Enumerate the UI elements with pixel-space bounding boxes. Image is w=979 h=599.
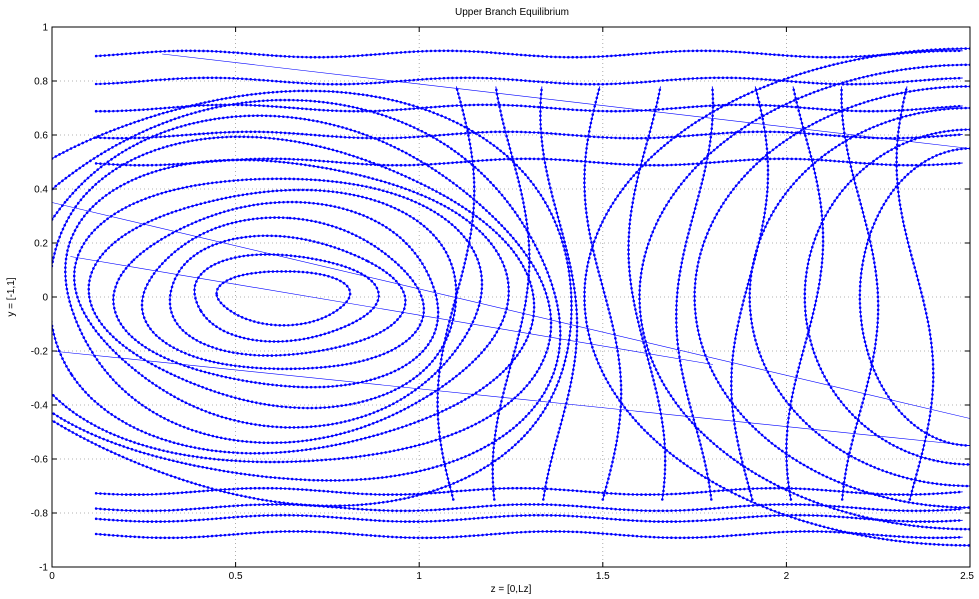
y-tick-label: -0.6 [31,455,49,466]
horizontal-streamline-markers [94,513,964,523]
horizontal-streamline-markers [94,49,964,59]
vortex-streamline-markers [52,89,573,508]
y-tick-label: 0 [42,293,48,304]
vertical-streamline-markers [729,85,770,501]
vortex-streamline-markers [63,158,511,445]
y-axis-label: y = [-1,1] [6,277,17,316]
y-tick-label: 0.4 [34,185,48,196]
vertical-streamline-markers [491,85,531,501]
vertical-streamline-markers [627,85,667,501]
diagonal-streamline [52,202,970,419]
vortex-streamline-markers [215,270,352,327]
y-tick-label: -0.2 [31,347,49,358]
y-tick-label: -1 [39,563,48,574]
x-tick-label: 1.5 [596,571,610,582]
vertical-streamline-markers [539,85,579,501]
horizontal-streamline-markers [94,530,964,540]
right-arc-streamline-markers [638,63,970,531]
horizontal-streamline-markers [94,130,964,140]
vertical-streamline-markers [895,85,935,501]
vortex-streamline [52,115,552,463]
diagonal-streamline [162,53,970,149]
horizontal-streamline-markers [94,503,964,513]
vertical-streamline-markers [436,85,476,501]
axis-ticks: 0 0.5 1 1.5 2 2.5 -1 -0.8 -0.6 -0.4 -0.2 0 0.2 0.4 0.6… [31,23,975,583]
chart-title: Upper Branch Equilibrium [455,7,569,18]
streamlines-layer [52,47,970,547]
vortex-streamline-markers [72,177,484,429]
vortex-streamline-markers [140,216,426,371]
y-tick-label: 0.8 [34,77,48,88]
vertical-streamline-markers [583,85,623,501]
vortex-streamline-markers [111,200,440,389]
right-arc-streamline-markers [803,128,970,466]
vortex-streamline-markers [193,253,381,343]
x-tick-label: 1 [416,571,422,582]
x-tick-label: 2 [784,571,790,582]
right-arc-streamline-markers [583,47,970,547]
x-tick-label: 0 [49,571,55,582]
x-axis-label: z = [0,Lz] [491,584,532,595]
horizontal-streamline-markers [94,76,964,86]
horizontal-streamline-markers [94,486,964,496]
vertical-streamline-markers [785,85,825,501]
right-arc-streamline-markers [693,85,970,509]
horizontal-streamline-markers [94,103,964,113]
vertical-streamline-markers [675,85,715,501]
vertical-streamline-markers [840,85,880,501]
right-arc-streamline-markers [858,147,970,447]
vortex-streamline-markers [52,135,536,455]
diagonal-streamline [52,350,970,446]
vortex-streamline-markers [52,98,562,482]
x-tick-label: 0.5 [229,571,243,582]
x-tick-label: 2.5 [960,571,974,582]
y-tick-label: -0.8 [31,509,49,520]
y-tick-label: -0.4 [31,401,49,412]
diagonal-streamline [70,256,714,365]
right-arc-streamline-markers [748,106,970,488]
y-tick-label: 0.6 [34,131,48,142]
y-tick-label: 1 [42,23,48,34]
y-tick-label: 0.2 [34,239,48,250]
vortex-streamline-markers [168,234,407,357]
